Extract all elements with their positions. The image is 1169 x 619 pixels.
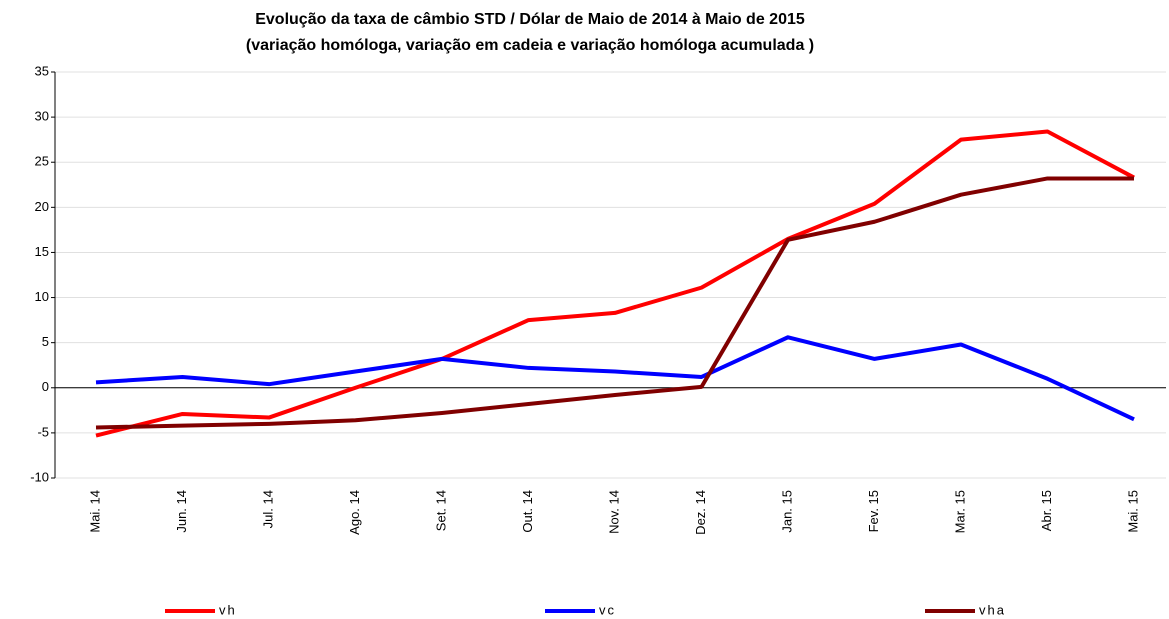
series-line [95,335,1135,422]
y-tick-label: 20 [35,199,49,214]
x-tick-label: Set. 14 [433,490,448,531]
x-tick-label: Mar. 15 [952,490,967,533]
series-line [95,176,1134,430]
x-tick-label: Dez. 14 [693,490,708,535]
x-tick-label: Mai. 15 [1125,490,1140,533]
y-tick-label: 25 [35,154,49,169]
y-tick-label: 35 [35,63,49,78]
x-tick-label: Jul. 14 [260,490,275,528]
x-tick-label: Nov. 14 [606,490,621,534]
series-line [95,129,1135,438]
x-tick-label: Jun. 14 [174,490,189,533]
x-tick-label: Mai. 14 [87,490,102,533]
x-tick-label: Abr. 15 [1039,490,1054,531]
chart-title: Evolução da taxa de câmbio STD / Dólar d… [255,11,805,28]
chart-subtitle: (variação homóloga, variação em cadeia e… [246,37,814,54]
y-tick-label: 30 [35,109,49,124]
legend-label: vh [219,602,237,617]
legend-label: vc [599,602,616,617]
y-tick-label: -10 [30,469,49,484]
y-tick-label: 0 [42,379,49,394]
legend-label: vha [979,602,1006,617]
x-tick-label: Ago. 14 [347,490,362,535]
x-tick-label: Jan. 15 [779,490,794,533]
y-tick-label: -5 [37,424,49,439]
y-tick-label: 15 [35,244,49,259]
y-tick-label: 5 [42,334,49,349]
y-tick-label: 10 [35,289,49,304]
x-tick-label: Out. 14 [520,490,535,533]
x-tick-label: Fev. 15 [866,490,881,532]
